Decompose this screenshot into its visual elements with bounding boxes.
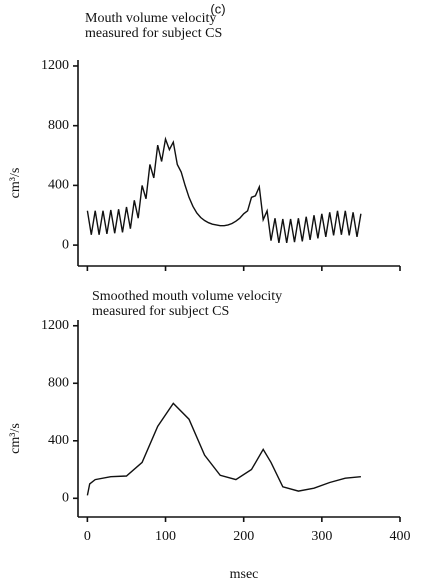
y-tick-label: 800 [48, 118, 69, 133]
y-axis-label: cm³/s [8, 168, 23, 199]
x-tick-label: 200 [233, 529, 254, 544]
y-tick-label: 800 [48, 375, 69, 390]
x-tick-label: 400 [390, 529, 411, 544]
y-tick-label: 400 [48, 178, 69, 193]
chart-title: measured for subject CS [92, 304, 229, 319]
x-tick-label: 100 [155, 529, 176, 544]
y-tick-label: 0 [62, 491, 69, 506]
data-line [86, 136, 362, 244]
chart-title: Mouth volume velocity [85, 11, 216, 26]
x-axis-label: msec [230, 567, 259, 582]
x-tick-label: 300 [311, 529, 332, 544]
y-axis-label: cm³/s [8, 423, 23, 454]
y-tick-label: 1200 [41, 318, 69, 333]
data-line [86, 402, 361, 496]
y-tick-label: 1200 [41, 58, 69, 73]
y-tick-label: 400 [48, 433, 69, 448]
y-tick-label: 0 [62, 237, 69, 252]
x-tick-label: 0 [84, 529, 91, 544]
chart-title: Smoothed mouth volume velocity [92, 289, 282, 304]
chart-title: measured for subject CS [85, 26, 222, 41]
panel-label: (c) [210, 1, 225, 16]
